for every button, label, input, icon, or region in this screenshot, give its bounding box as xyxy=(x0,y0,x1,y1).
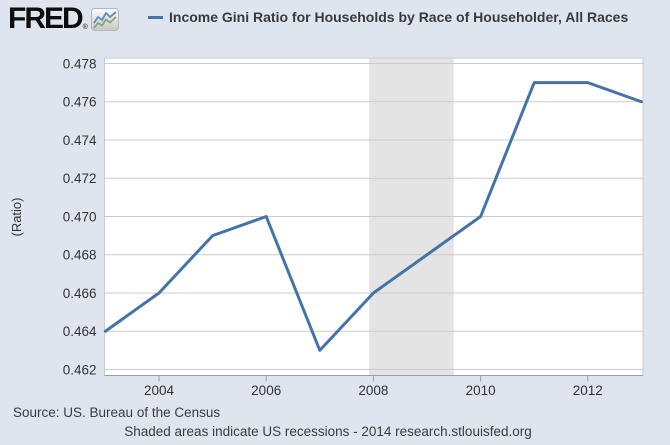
y-axis-tick-label: 0.472 xyxy=(63,171,97,186)
y-axis-tick-label: 0.462 xyxy=(63,362,97,377)
fred-logo[interactable]: FRED ® xyxy=(8,2,119,35)
y-axis-tick-label: 0.474 xyxy=(63,133,97,148)
y-axis-tick-label: 0.466 xyxy=(63,286,97,301)
chart-legend: Income Gini Ratio for Households by Race… xyxy=(148,8,639,27)
y-axis-tick-label: 0.476 xyxy=(63,95,97,110)
y-axis-tick-label: 0.470 xyxy=(63,209,97,224)
x-axis-tick-label: 2008 xyxy=(358,383,388,398)
fred-sparkline-icon xyxy=(90,8,119,31)
series-title: Income Gini Ratio for Households by Race… xyxy=(169,9,629,25)
y-axis-tick-label: 0.464 xyxy=(63,324,97,339)
y-axis-tick-label: 0.478 xyxy=(63,56,97,71)
y-axis-title: (Ratio) xyxy=(9,197,24,236)
series-line[interactable] xyxy=(103,81,643,352)
y-axis-tick-label: 0.468 xyxy=(63,248,97,263)
x-axis-tick-label: 2006 xyxy=(251,383,281,398)
chart-header: FRED ® Income Gini Ratio for Households … xyxy=(0,0,670,50)
fred-logo-text: FRED xyxy=(8,2,84,35)
x-axis-tick-label: 2004 xyxy=(144,383,175,398)
x-axis-tick-label: 2010 xyxy=(466,383,496,398)
x-axis-tick-label: 2012 xyxy=(573,383,603,398)
source-note: Source: US. Bureau of the Census xyxy=(13,405,221,420)
recession-note: Shaded areas indicate US recessions - 20… xyxy=(124,424,532,439)
series-line-swatch xyxy=(148,16,163,19)
registered-trademark-symbol: ® xyxy=(82,24,88,31)
